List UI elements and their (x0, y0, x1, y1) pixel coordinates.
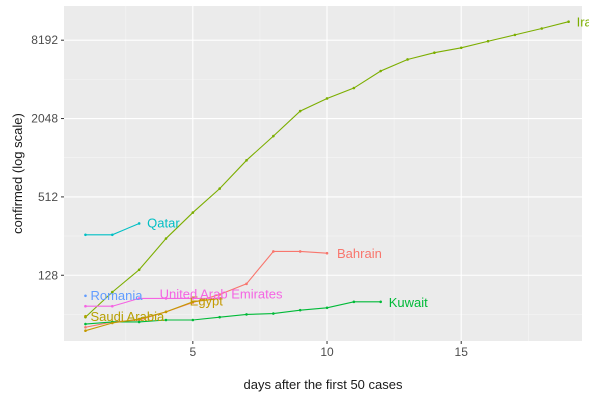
y-tick-label: 8192 (31, 33, 58, 47)
data-point-united-arab-emirates (137, 297, 141, 300)
data-point-kuwait (272, 312, 275, 315)
x-tick-label: 15 (455, 345, 469, 359)
series-line-united-arab-emirates (85, 297, 220, 307)
series-line-egypt (85, 297, 220, 332)
data-point-iran (540, 27, 544, 30)
data-point-kuwait (245, 313, 248, 316)
data-point-kuwait (164, 318, 168, 322)
data-point-iran (325, 97, 329, 100)
series-label-qatar: Qatar (147, 215, 180, 230)
x-tick-label: 5 (189, 345, 196, 359)
data-point-united-arab-emirates (111, 304, 114, 308)
y-tick-label: 512 (38, 190, 58, 204)
series-line-kuwait (85, 301, 381, 325)
y-tick-label: 128 (38, 268, 58, 282)
data-point-kuwait (137, 320, 141, 324)
data-point-iran (567, 20, 570, 23)
y-axis: 128 512 2048 8192 (31, 33, 64, 282)
data-point-kuwait (379, 300, 383, 304)
data-point-bahrain (218, 293, 221, 296)
data-point-egypt (137, 317, 141, 321)
data-point-qatar (111, 233, 114, 237)
grid-minor (64, 6, 582, 341)
data-point-iran (379, 69, 383, 73)
x-axis-title: days after the first 50 cases (244, 377, 403, 392)
data-point-kuwait (218, 315, 221, 319)
series-layer (84, 20, 570, 332)
data-point-united-arab-emirates (164, 297, 168, 300)
data-point-iran (513, 33, 517, 37)
data-point-kuwait (352, 300, 356, 304)
data-point-bahrain (84, 325, 87, 329)
data-point-kuwait (325, 306, 329, 310)
data-point-iran (111, 290, 114, 294)
series-iran (84, 20, 570, 319)
data-point-iran (245, 159, 248, 162)
series-label-kuwait: Kuwait (389, 295, 428, 310)
series-saudi-arabia (84, 314, 87, 318)
grid-major (64, 6, 582, 341)
series-qatar (84, 222, 141, 237)
x-tick-label: 10 (320, 345, 334, 359)
y-tick-label: 2048 (31, 112, 58, 126)
data-point-kuwait (191, 318, 195, 322)
data-point-iran (406, 58, 409, 61)
data-point-saudi-arabia (84, 314, 87, 318)
data-point-iran (137, 268, 141, 272)
series-label-iran: Iran (577, 15, 589, 30)
data-point-kuwait (298, 308, 302, 312)
data-point-iran (486, 39, 490, 43)
data-point-iran (272, 134, 275, 138)
data-point-egypt (111, 321, 114, 325)
data-point-iran (191, 211, 195, 214)
data-point-iran (433, 51, 436, 54)
series-egypt (84, 297, 221, 332)
data-point-bahrain (298, 250, 302, 253)
data-point-iran (352, 86, 356, 90)
data-point-united-arab-emirates (84, 304, 87, 308)
data-point-bahrain (245, 282, 248, 286)
data-point-iran (298, 109, 302, 113)
data-point-qatar (137, 222, 141, 225)
data-point-egypt (191, 300, 195, 304)
series-united-arab-emirates (84, 297, 221, 308)
plot-panel (64, 6, 582, 341)
data-point-egypt (84, 329, 87, 332)
data-point-egypt (164, 310, 168, 314)
series-label-bahrain: Bahrain (337, 246, 382, 261)
data-point-romania (84, 294, 87, 298)
data-point-bahrain (325, 251, 329, 255)
data-point-kuwait (84, 322, 87, 326)
series-kuwait (84, 300, 383, 326)
data-point-united-arab-emirates (191, 297, 195, 300)
data-point-iran (164, 237, 168, 240)
series-label-saudi-arabia: Saudi Arabia (90, 309, 164, 324)
series-label-united-arab-emirates: United Arab Emirates (160, 286, 283, 301)
data-point-united-arab-emirates (218, 297, 221, 300)
y-axis-title: confirmed (log scale) (10, 113, 25, 234)
series-romania (84, 294, 87, 298)
data-point-qatar (84, 233, 87, 237)
series-label-egypt: Egypt (190, 293, 224, 308)
data-point-iran (218, 187, 221, 190)
x-axis: 5 10 15 (189, 341, 468, 359)
data-point-iran (459, 46, 463, 50)
series-label-romania: Romania (90, 288, 143, 303)
data-point-bahrain (272, 250, 275, 253)
